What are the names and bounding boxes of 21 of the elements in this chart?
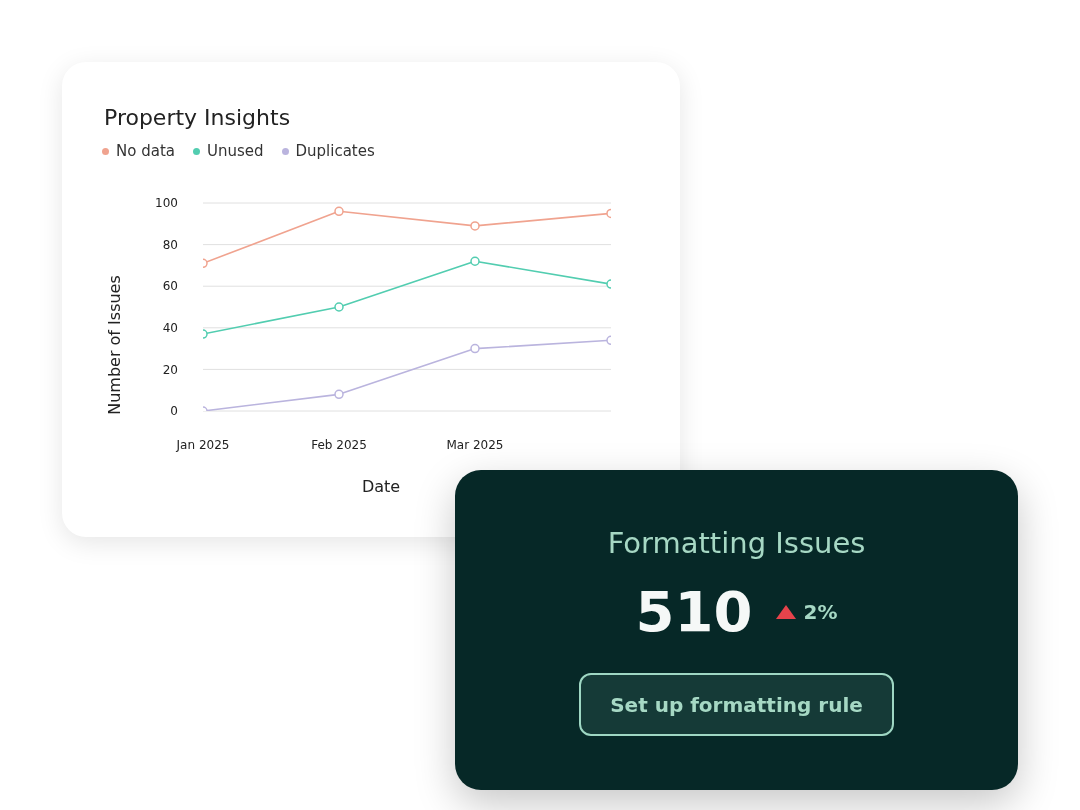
x-tick-label: Mar 2025 [446, 437, 504, 452]
text: Formatting Issues [607, 526, 866, 560]
point [334, 389, 344, 400]
text: 2% [803, 600, 838, 624]
y-tick-label: 40 [162, 321, 178, 336]
y-tick-label: 60 [162, 279, 178, 294]
point [470, 343, 480, 354]
y-axis-title: Number of Issues [104, 275, 124, 415]
legend-label: No data [116, 142, 175, 160]
y-tick-label: 20 [162, 362, 178, 377]
legend-label: Unused [206, 142, 264, 160]
legend-label: Duplicates [295, 142, 375, 160]
chart-title: Property Insights [104, 105, 291, 130]
x-axis-title: Date [361, 476, 401, 496]
text: 510 [635, 579, 753, 644]
y-tick-label: 0 [170, 404, 178, 419]
x-tick-label: Jan 2025 [175, 437, 230, 452]
y-tick-label: 100 [155, 196, 178, 211]
x-tick-label: Feb 2025 [311, 437, 367, 452]
y-tick-label: 80 [162, 237, 178, 252]
button: Set up formatting rule [579, 673, 894, 736]
